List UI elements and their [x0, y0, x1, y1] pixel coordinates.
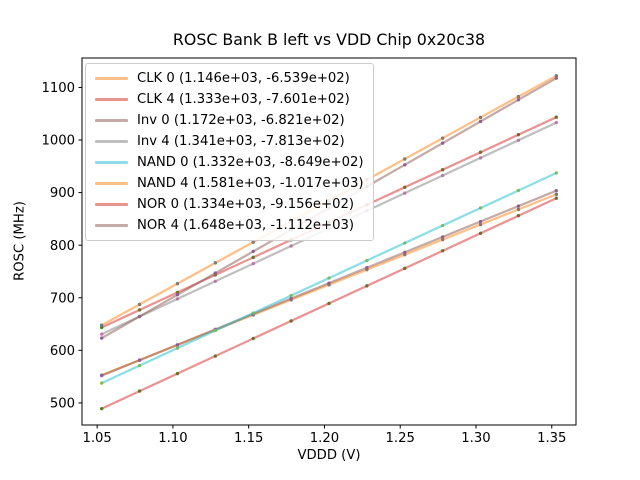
- legend-entry-label: CLK 4 (1.333e+03, -7.601e+02): [137, 92, 350, 107]
- legend-entry: Inv 0 (1.172e+03, -6.821e+02): [95, 110, 364, 131]
- legend-entry: NAND 4 (1.581e+03, -1.017e+03): [95, 173, 364, 194]
- y-tick-label: 900: [50, 186, 75, 201]
- legend-entry: NOR 4 (1.648e+03, -1.112e+03): [95, 215, 364, 236]
- x-tick-label: 1.35: [537, 431, 566, 446]
- legend-line-swatch: [95, 140, 128, 143]
- y-tick-label: 600: [50, 344, 75, 359]
- fit-line: [100, 171, 558, 385]
- legend-entry-label: CLK 0 (1.146e+03, -6.539e+02): [137, 71, 350, 86]
- legend-entry-label: NOR 4 (1.648e+03, -1.112e+03): [137, 218, 355, 233]
- legend-entry: NOR 0 (1.334e+03, -9.156e+02): [95, 194, 364, 215]
- y-tick-label: 1100: [41, 81, 75, 96]
- legend-entry: Inv 4 (1.341e+03, -7.813e+02): [95, 131, 364, 152]
- y-tick-label: 800: [50, 239, 75, 254]
- chart-title: ROSC Bank B left vs VDD Chip 0x20c38: [172, 30, 486, 49]
- axes-frame: [81, 57, 577, 426]
- x-tick-label: 1.25: [386, 431, 415, 446]
- x-tick-label: 1.30: [461, 431, 490, 446]
- legend-entry-label: NOR 0 (1.334e+03, -9.156e+02): [137, 197, 355, 212]
- legend-entry: CLK 0 (1.146e+03, -6.539e+02): [95, 68, 364, 89]
- y-axis-label: ROSC (MHz): [12, 201, 28, 281]
- y-tick-label: 700: [50, 291, 75, 306]
- legend-entry-label: NAND 0 (1.332e+03, -8.649e+02): [137, 155, 364, 170]
- legend-line-swatch: [95, 182, 128, 185]
- legend-entry: NAND 0 (1.332e+03, -8.649e+02): [95, 152, 364, 173]
- fit-line: [100, 197, 558, 410]
- x-tick-label: 1.05: [82, 431, 111, 446]
- legend-entry-label: Inv 0 (1.172e+03, -6.821e+02): [137, 113, 345, 128]
- legend-line-swatch: [95, 224, 128, 227]
- fit-line: [100, 189, 558, 377]
- legend-entry-label: Inv 4 (1.341e+03, -7.813e+02): [137, 134, 345, 149]
- legend-entry: CLK 4 (1.333e+03, -7.601e+02): [95, 89, 364, 110]
- legend-line-swatch: [95, 203, 128, 206]
- y-tick-label: 1000: [41, 134, 75, 149]
- x-tick-label: 1.15: [234, 431, 263, 446]
- legend-line-swatch: [95, 161, 128, 164]
- x-tick-label: 1.20: [310, 431, 339, 446]
- x-axis-label: VDDD (V): [297, 448, 361, 463]
- legend-line-swatch: [95, 119, 128, 122]
- y-tick-label: 500: [50, 397, 75, 412]
- legend: CLK 0 (1.146e+03, -6.539e+02) CLK 4 (1.33…: [85, 63, 374, 241]
- legend-line-swatch: [95, 98, 128, 101]
- legend-entry-label: NAND 4 (1.581e+03, -1.017e+03): [137, 176, 364, 191]
- legend-line-swatch: [95, 77, 128, 80]
- x-tick-label: 1.10: [158, 431, 187, 446]
